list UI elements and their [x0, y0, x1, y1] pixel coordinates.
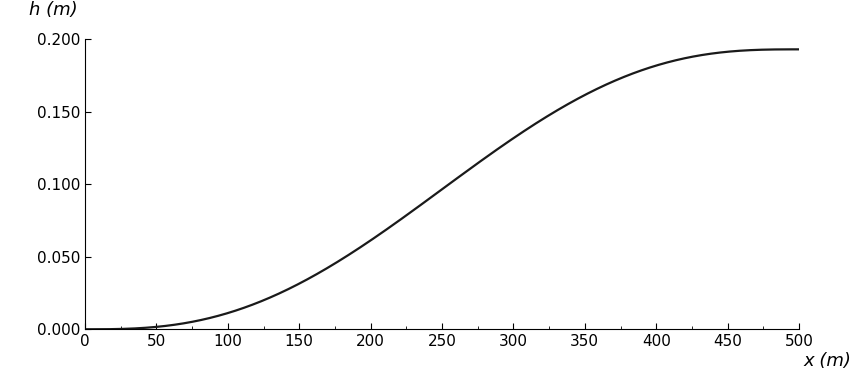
- X-axis label: x (m): x (m): [803, 352, 850, 370]
- Y-axis label: h (m): h (m): [29, 1, 77, 19]
